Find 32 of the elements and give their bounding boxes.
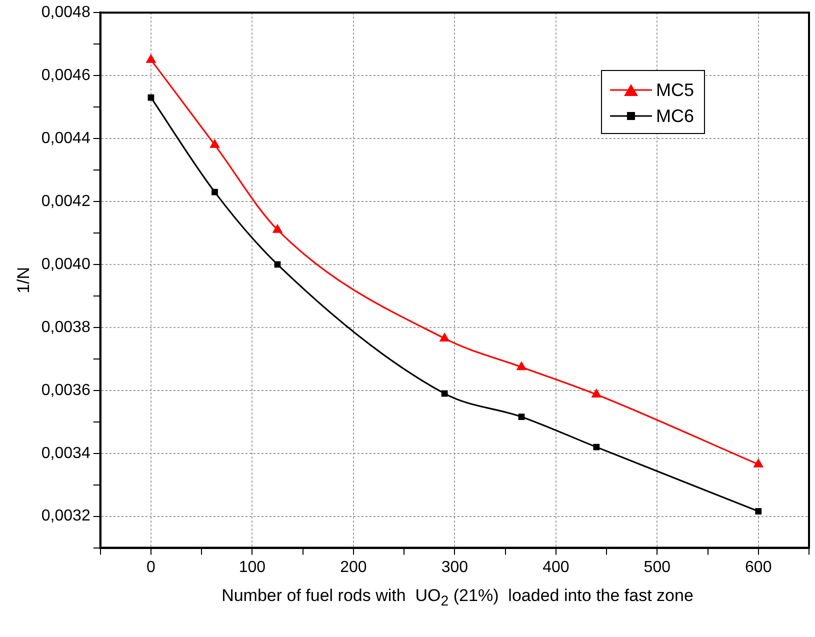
point bbox=[212, 188, 218, 196]
y-tick-label: 0,0034 bbox=[41, 444, 90, 462]
y-tick-label: 0,0040 bbox=[41, 256, 90, 273]
point bbox=[753, 458, 764, 468]
point bbox=[593, 444, 600, 450]
x-tick-label: 100 bbox=[238, 558, 266, 576]
legend-label: MC6 bbox=[656, 105, 694, 128]
point bbox=[272, 224, 283, 233]
y-tick-label: 0,0044 bbox=[41, 130, 90, 147]
point bbox=[518, 414, 525, 420]
x-tick-label: 600 bbox=[745, 558, 772, 576]
x-tick-label: 500 bbox=[644, 558, 671, 576]
y-tick-label: 0,0046 bbox=[41, 66, 90, 84]
x-tick-label: 300 bbox=[441, 558, 468, 576]
y-axis-title: 1/N bbox=[14, 266, 33, 294]
x-tick-label: 200 bbox=[340, 558, 367, 576]
y-tick-label: 0,0038 bbox=[41, 318, 90, 336]
y-tick-label: 0,0032 bbox=[41, 508, 90, 525]
point bbox=[591, 388, 602, 398]
point bbox=[148, 94, 154, 101]
y-tick-label: 0,0042 bbox=[41, 192, 90, 210]
point bbox=[439, 332, 450, 342]
point bbox=[755, 508, 762, 514]
x-tick-label: 0 bbox=[146, 558, 156, 576]
legend-label: MC5 bbox=[656, 79, 694, 102]
point bbox=[146, 54, 156, 63]
point bbox=[516, 361, 527, 370]
y-tick-label: 0,0048 bbox=[41, 4, 90, 22]
y-tick-label: 0,0036 bbox=[41, 382, 90, 399]
x-axis-title: Number of fuel rods with UO$_{2}$ (21%) loaded into the fast zone bbox=[220, 586, 694, 610]
x-tick-label: 400 bbox=[542, 558, 570, 576]
point bbox=[210, 138, 220, 148]
